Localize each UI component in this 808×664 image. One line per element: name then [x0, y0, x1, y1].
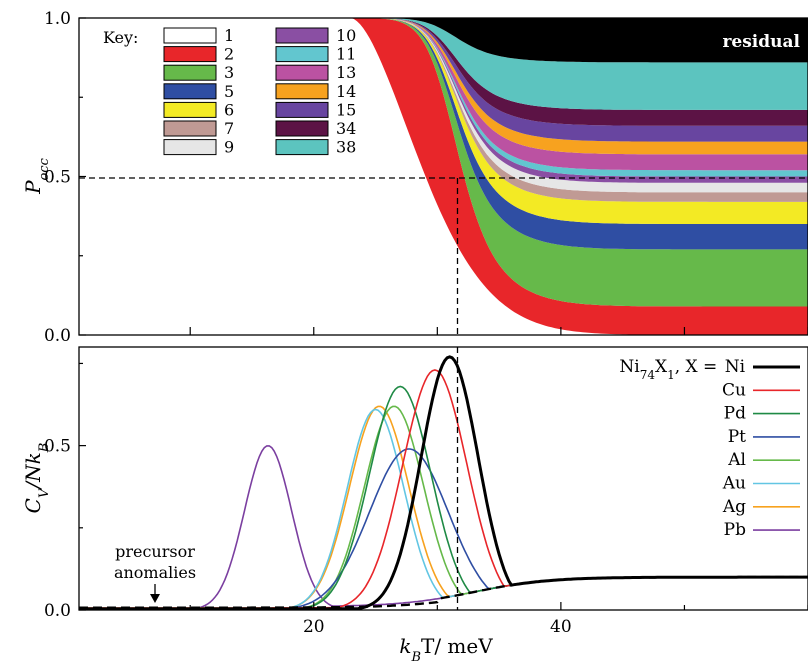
key-label-38: 38: [336, 138, 356, 157]
legend-label-Pt: Pt: [728, 427, 746, 447]
area-series-2: [79, 18, 808, 335]
svg-text:Ni74X1, X =: Ni74X1, X =: [619, 357, 722, 382]
area-series-13: [79, 18, 808, 171]
top-y-tick-label: 1.0: [44, 9, 71, 29]
legend-label-Pd: Pd: [724, 404, 746, 424]
heat-capacity-curves: [79, 355, 808, 610]
bottom-panel-frame: [78, 346, 808, 611]
key-label-34: 34: [336, 119, 356, 138]
key-swatch-1: [163, 27, 217, 44]
key-label-1: 1: [224, 26, 234, 45]
key-swatch-34: [275, 120, 329, 137]
key-label-13: 13: [336, 63, 356, 82]
bottom-y-tick-label: 0.5: [44, 437, 71, 457]
top-y-tick-label: 0.0: [44, 326, 71, 346]
key-swatch-2: [163, 46, 217, 63]
key-label-14: 14: [336, 82, 356, 101]
svg-text:CV/NkB: CV/NkB: [21, 443, 52, 514]
legend-label-Pb: Pb: [724, 520, 746, 540]
area-series-residual: [79, 18, 808, 63]
area-series-38: [79, 18, 808, 110]
key-swatch-15: [275, 101, 329, 118]
key-label-5: 5: [224, 82, 234, 101]
key-swatch-9: [163, 139, 217, 156]
key-swatch-14: [275, 83, 329, 100]
x-axis-label: kBT/ meV: [399, 634, 493, 664]
annotation-line-1: precursor: [115, 542, 195, 561]
key-label-7: 7: [224, 119, 234, 138]
legend-label-Ag: Ag: [722, 497, 746, 517]
key-swatch-3: [163, 64, 217, 81]
key-swatch-7: [163, 120, 217, 137]
key-label-6: 6: [224, 100, 234, 119]
key-label-2: 2: [224, 45, 234, 64]
legend-title: Ni74X1, X =: [619, 357, 722, 382]
residual-label: residual: [722, 32, 800, 52]
annotation-arrow-icon: [150, 584, 160, 603]
area-series-34: [79, 18, 808, 126]
key-title: Key:: [103, 28, 138, 47]
bottom-panel-ticks: 0.0 0.5 20 40: [44, 362, 808, 637]
x-tick-label: 40: [550, 617, 572, 637]
annotation-line-2: anomalies: [114, 563, 196, 582]
legend-label-Au: Au: [722, 474, 746, 494]
key-label-3: 3: [224, 63, 234, 82]
bottom-y-axis-label: CV/NkB: [21, 443, 52, 514]
area-series-15: [79, 18, 808, 142]
key-swatch-6: [163, 101, 217, 118]
key-swatch-5: [163, 83, 217, 100]
svg-text:kBT/ meV: kBT/ meV: [399, 634, 493, 664]
bottom-legend: Ni Cu Pd Pt Al Au Ag Pb: [722, 357, 800, 540]
legend-label-Cu: Cu: [722, 380, 746, 400]
key-swatch-13: [275, 64, 329, 81]
key-label-11: 11: [336, 45, 356, 64]
occupation-stack-areas: [79, 18, 808, 335]
legend-label-Ni: Ni: [725, 357, 746, 377]
curve-Ni: [79, 355, 808, 610]
area-series-3: [79, 18, 808, 307]
curve-background-dashed: [79, 575, 808, 609]
area-series-6: [79, 18, 808, 224]
key-swatch-10: [275, 27, 329, 44]
x-tick-label: 20: [303, 617, 325, 637]
key-label-15: 15: [336, 100, 356, 119]
area-series-5: [79, 18, 808, 250]
top-y-tick-label: 0.5: [44, 168, 71, 188]
top-panel-ticks: 0.0 0.5 1.0: [44, 9, 808, 346]
key-label-10: 10: [336, 26, 356, 45]
bottom-y-tick-label: 0.0: [44, 601, 71, 621]
top-y-axis-label: Pocc: [21, 157, 52, 195]
key-label-9: 9: [224, 138, 234, 157]
legend-label-Al: Al: [727, 450, 746, 470]
key-swatch-38: [275, 139, 329, 156]
svg-text:Pocc: Pocc: [21, 157, 52, 195]
area-series-1: [79, 18, 808, 335]
key-swatch-11: [275, 46, 329, 63]
